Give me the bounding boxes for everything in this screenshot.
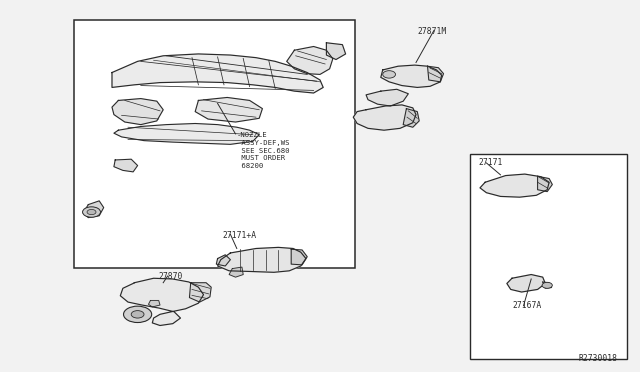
- Text: 27171: 27171: [479, 158, 503, 167]
- Polygon shape: [112, 99, 163, 125]
- Text: R2730018: R2730018: [579, 354, 618, 363]
- Polygon shape: [148, 301, 160, 307]
- Polygon shape: [353, 105, 416, 130]
- Circle shape: [87, 209, 96, 215]
- Polygon shape: [428, 66, 444, 82]
- Polygon shape: [366, 89, 408, 106]
- Polygon shape: [114, 124, 259, 144]
- Polygon shape: [195, 97, 262, 122]
- Polygon shape: [216, 255, 230, 266]
- Polygon shape: [538, 176, 552, 192]
- Polygon shape: [326, 43, 346, 60]
- Polygon shape: [218, 247, 306, 272]
- Text: 27167A: 27167A: [512, 301, 541, 310]
- Polygon shape: [120, 278, 204, 326]
- Circle shape: [383, 71, 396, 78]
- Polygon shape: [114, 159, 138, 172]
- Circle shape: [542, 282, 552, 288]
- Polygon shape: [83, 201, 104, 218]
- Polygon shape: [229, 267, 243, 277]
- Text: 27870: 27870: [159, 272, 183, 280]
- Polygon shape: [480, 174, 549, 197]
- Polygon shape: [507, 275, 545, 292]
- Circle shape: [131, 311, 144, 318]
- Polygon shape: [381, 65, 442, 87]
- Polygon shape: [403, 109, 419, 127]
- Text: 27171+A: 27171+A: [223, 231, 257, 240]
- Circle shape: [124, 306, 152, 323]
- Circle shape: [83, 207, 100, 217]
- Bar: [470, 154, 627, 359]
- Polygon shape: [543, 282, 552, 288]
- Bar: [74, 20, 355, 268]
- Text: 27871M: 27871M: [417, 27, 447, 36]
- Polygon shape: [291, 249, 307, 265]
- Polygon shape: [112, 54, 323, 93]
- Polygon shape: [287, 46, 333, 74]
- Text: -NOZZLE
 ASSY-DEF,WS
 SEE SEC.680
 MUST ORDER
 68200: -NOZZLE ASSY-DEF,WS SEE SEC.680 MUST ORD…: [237, 132, 289, 169]
- Polygon shape: [189, 283, 211, 302]
